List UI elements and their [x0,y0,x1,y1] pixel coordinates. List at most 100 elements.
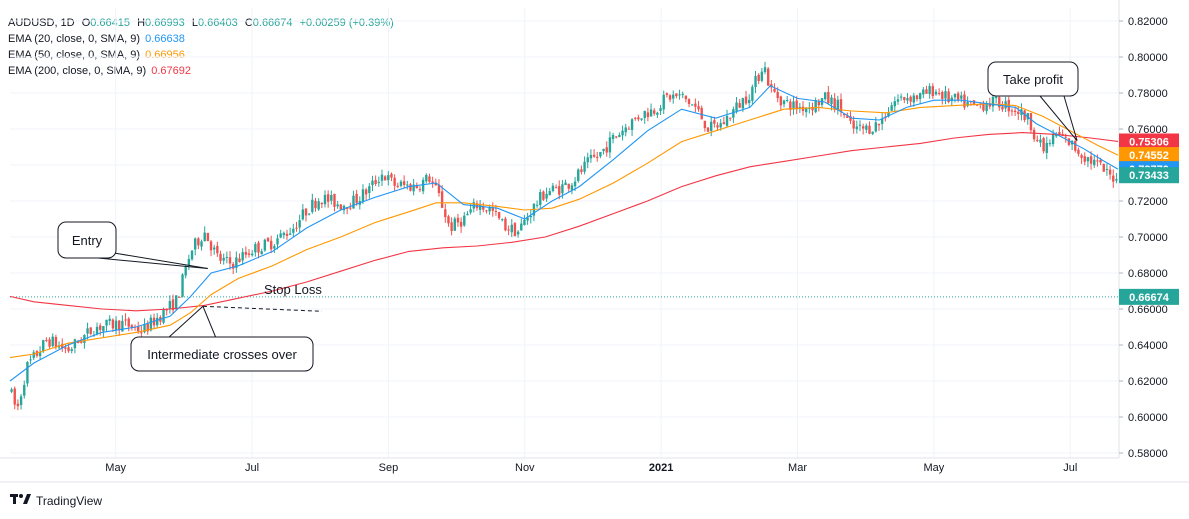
candle-body [615,136,618,138]
price-label-text: 0.73433 [1129,170,1169,182]
candle-body [627,128,631,130]
candle [785,95,789,103]
low-label: L [191,17,198,29]
candle-body [681,93,684,95]
candle-body [279,233,282,238]
legend-symbol[interactable]: AUDUSD, 1D [8,17,75,29]
candle [29,355,32,365]
price-label-text: 0.75306 [1129,136,1169,148]
candle-body [209,241,213,251]
candle [504,216,507,232]
candle-body [437,184,441,194]
candle [263,238,267,252]
candle-body [906,98,909,101]
price-label-text: 0.74552 [1129,150,1169,162]
candle [713,116,716,128]
candle-body [466,213,469,216]
candle-body [849,116,852,121]
candle [437,179,441,197]
candle-body [330,195,333,201]
candle-body [722,122,726,125]
candle [1048,139,1052,147]
candle [599,151,602,159]
candle [915,94,919,102]
candle [624,123,627,137]
candle [383,175,387,181]
candle-body [798,106,802,109]
candle [16,399,20,411]
candle [418,186,422,193]
candle-body [833,98,836,110]
candle [342,204,346,215]
candle-body [1010,110,1014,112]
candle-body [86,328,89,334]
candle [634,116,637,121]
tradingview-logo[interactable]: TradingView [10,493,102,508]
candle-body [596,156,599,158]
candle [729,117,732,122]
candle-body [137,326,140,332]
legend-ema50[interactable]: EMA (50, close, 0, SMA, 9) 0.66956 [8,47,398,63]
candle-body [282,232,286,236]
candle [627,126,631,130]
candle [1010,108,1014,116]
candle-body [108,318,111,321]
candle [323,190,327,208]
candle-body [893,101,897,107]
candle [235,251,238,273]
candle [558,180,561,200]
close-value: 0.66674 [252,17,293,29]
price-label-bg [1119,147,1179,164]
candle [206,232,210,242]
candle-body [602,148,605,152]
candle-body [732,109,735,118]
candle [852,116,855,134]
candle [1093,154,1096,168]
legend-ema20[interactable]: EMA (20, close, 0, SMA, 9) 0.66638 [8,31,398,47]
candle-body [377,181,381,183]
candle [605,141,608,157]
candle [311,193,314,214]
candle-body [956,93,960,100]
cross-dashed-line [202,305,323,312]
candle-body [1093,159,1096,166]
candle [899,93,903,101]
entry-callout: Entry [57,221,117,259]
candle-body [871,131,874,134]
candle-body [304,208,308,216]
candle [760,67,764,83]
candle [966,96,969,108]
candle-body [124,319,127,321]
candle [928,83,931,99]
legend-ema200[interactable]: EMA (200, close, 0, SMA, 9) 0.67692 [8,63,398,79]
candle [513,221,517,237]
candle-body [89,327,92,334]
candle-body [520,223,523,231]
candle [656,111,659,119]
candle-body [1080,155,1083,158]
candle-body [1086,157,1090,162]
candle [288,227,292,236]
candle [149,314,153,332]
candle-body [725,115,729,126]
candle-body [637,117,640,120]
candle [488,204,491,215]
ema50-value: 0.66956 [145,49,185,61]
x-tick-label: Mar [788,462,807,474]
candle [336,201,339,209]
candle [675,93,678,99]
candle [412,179,415,196]
candle [456,213,460,227]
candle-body [510,224,513,233]
candle [326,190,330,208]
candle-body [178,296,181,298]
candle-body [716,125,719,128]
candle-body [99,325,102,330]
candle-body [276,238,279,245]
candle-body [1029,113,1033,131]
candle [653,108,656,116]
candle-body [491,207,494,211]
candle-body [396,185,399,187]
grid [10,8,1118,458]
